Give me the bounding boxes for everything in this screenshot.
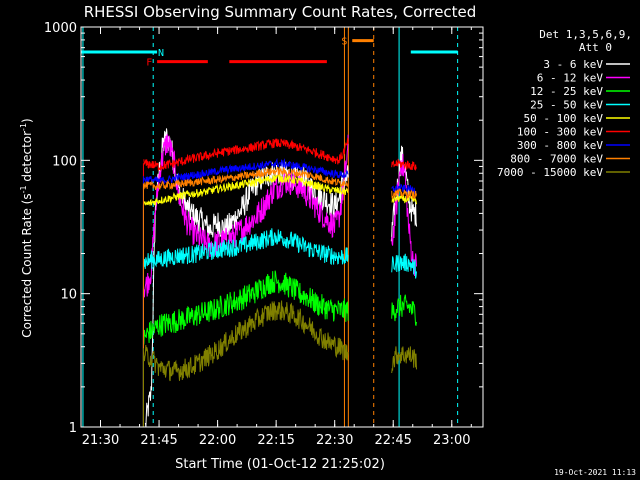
legend-label-2: 12 - 25 keV [530,85,603,98]
y-axis-label: Corrected Count Rate (s-1 detector-1) [19,118,34,337]
series-5-trace [143,137,417,171]
legend-label-0: 3 - 6 keV [543,58,603,71]
legend-label-6: 300 - 800 keV [517,139,603,152]
y-tick-label-1: 10 [60,288,77,303]
legend-label-4: 50 - 100 keV [524,112,604,125]
timestamp: 19-Oct-2021 11:13 [554,468,636,477]
legend-label-8: 7000 - 15000 keV [497,166,603,179]
x-tick-label-0: 21:30 [82,433,119,448]
y-axis-label-end: ) [20,118,34,123]
y-axis-label-sup2: -1 [19,123,28,131]
x-tick-label-6: 23:00 [433,433,470,448]
data-layer: NF S [81,27,459,428]
y-tick-label-2: 100 [52,154,77,169]
series-6-trace [142,157,417,195]
flag-label-S: S [341,37,347,48]
axes-layer: 21:30 21:45 22:00 22:15 22:30 22:45 23:00 1 10 10… [44,21,483,448]
legend-label-7: 800 - 7000 keV [510,153,603,166]
x-axis-label: Start Time (01-Oct-12 21:25:02) [175,457,385,472]
legend-label-1: 6 - 12 keV [537,72,604,85]
flag-label-N: N [158,48,164,59]
x-tick-label-1: 21:45 [140,433,177,448]
series-7-trace [142,166,417,200]
x-tick-label-3: 22:15 [257,433,294,448]
y-axis-label-mid: detector [20,131,34,186]
x-tick-label-4: 22:30 [316,433,353,448]
series-8-trace [142,300,417,382]
x-tick-label-5: 22:45 [374,433,411,448]
legend-label-5: 100 - 300 keV [517,126,603,139]
chart-title: RHESSI Observing Summary Count Rates, Co… [84,3,477,21]
legend-header-line-1: Det 1,3,5,6,9, [539,28,632,41]
y-axis-label-main: Corrected Count Rate (s [20,193,34,337]
y-axis-label-sup1: -1 [19,185,28,193]
legend-header-line-2: Att 0 [579,41,612,54]
series-2-trace [142,270,417,347]
series-3-trace [143,228,417,279]
y-tick-label-0: 1 [69,421,77,436]
series-4-trace [143,174,417,206]
plot-frame [80,26,484,428]
x-tick-label-2: 22:00 [199,433,236,448]
flag-label-F: F [146,58,152,69]
y-tick-label-3: 1000 [44,21,77,36]
legend-label-3: 25 - 50 keV [530,99,603,112]
